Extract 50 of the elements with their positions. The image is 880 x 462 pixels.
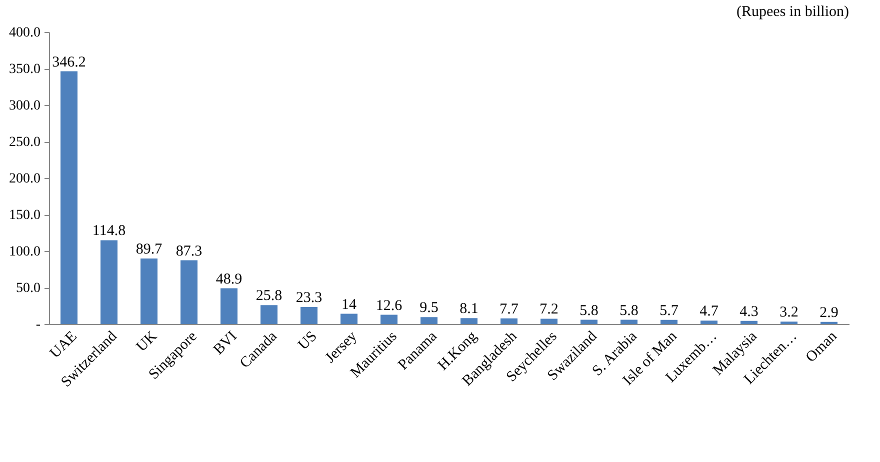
- y-tick-label: 100.0: [9, 244, 40, 260]
- y-tick-label: -: [36, 318, 41, 332]
- y-tick-label: 400.0: [9, 26, 40, 40]
- data-label: 2.9: [820, 304, 838, 321]
- data-label: 346.2: [52, 54, 86, 70]
- bar: [180, 260, 198, 324]
- data-label: 14: [342, 296, 357, 313]
- y-tick-label: 50.0: [16, 281, 40, 296]
- bar: [100, 240, 118, 324]
- data-label: 8.1: [460, 301, 478, 318]
- data-label: 4.7: [700, 304, 719, 320]
- y-axis-title: (Rupees in billion): [736, 4, 849, 20]
- y-tick-label: 150.0: [9, 208, 40, 223]
- bar: [420, 317, 438, 324]
- data-label: 5.7: [660, 302, 679, 319]
- bar: [460, 318, 478, 324]
- bar: [580, 320, 598, 324]
- data-label: 25.8: [256, 288, 282, 304]
- bar: [700, 320, 718, 324]
- data-label: 7.7: [500, 301, 519, 318]
- bar: [500, 318, 518, 324]
- bar: [260, 305, 278, 324]
- bar: [140, 258, 158, 324]
- data-label: 9.5: [420, 300, 438, 316]
- data-label: 5.8: [620, 302, 638, 319]
- data-label: 5.8: [580, 302, 598, 319]
- data-label: 3.2: [780, 304, 798, 321]
- x-tick-label: US: [295, 328, 320, 354]
- data-label: 23.3: [296, 290, 322, 306]
- bar: [380, 314, 398, 324]
- data-label: 12.6: [376, 298, 403, 314]
- bar: [340, 314, 358, 324]
- bar: [660, 320, 678, 324]
- data-label: 4.3: [740, 304, 758, 320]
- bar: [220, 288, 238, 324]
- y-tick-label: 300.0: [9, 98, 40, 114]
- data-label: 114.8: [92, 223, 126, 240]
- bar: [620, 320, 638, 324]
- y-tick-label: 350.0: [9, 62, 40, 77]
- x-tick-label: BVI: [210, 328, 240, 358]
- bar: [300, 306, 318, 324]
- data-label: 87.3: [176, 243, 202, 260]
- data-label: 89.7: [136, 242, 163, 258]
- y-tick-label: 200.0: [9, 172, 40, 186]
- bar: [740, 320, 758, 324]
- bar: [60, 71, 78, 324]
- data-label: 7.2: [540, 302, 558, 318]
- data-label: 48.9: [216, 271, 242, 288]
- bar: [540, 318, 558, 324]
- y-tick-label: 250.0: [9, 135, 40, 150]
